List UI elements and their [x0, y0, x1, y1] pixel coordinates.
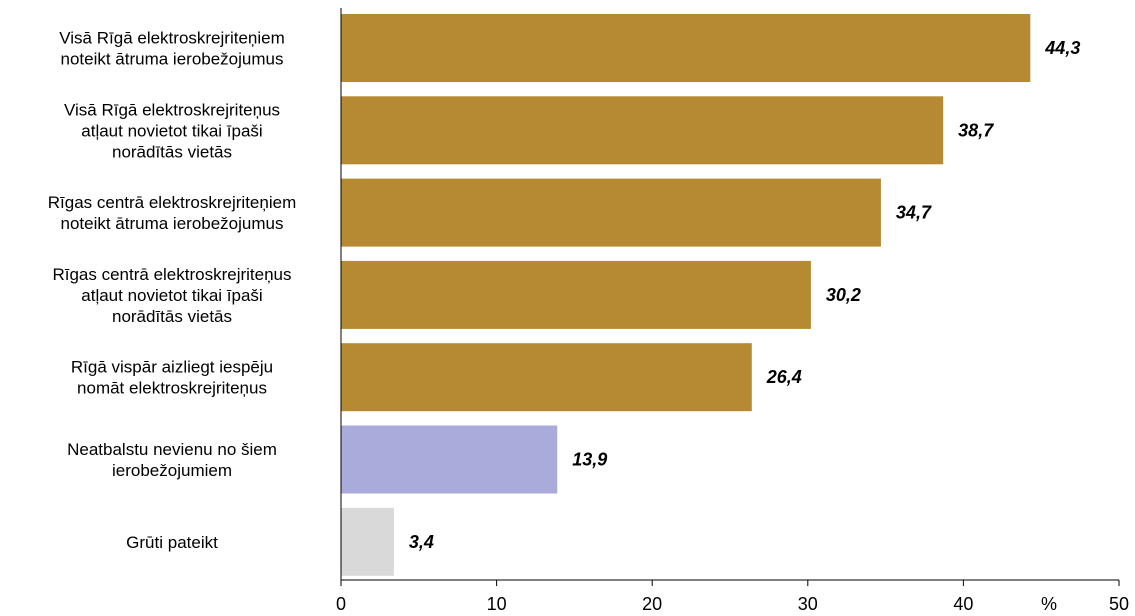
- x-tick-label-1: 10: [487, 594, 507, 614]
- category-labels: Visā Rīgā elektroskrejriteņiem noteikt āt…: [48, 29, 296, 552]
- category-label-1: Visā Rīgā elektroskrejriteņus atļaut novi…: [64, 100, 280, 161]
- bar-1: [341, 96, 944, 165]
- category-label-5: Neatbalstu nevienu no šiem ierobežojumiem: [67, 440, 277, 480]
- category-label-2: Rīgas centrā elektroskrejriteņiem noteikt…: [48, 193, 296, 233]
- value-labels: 44,3 38,7 34,7 30,2 26,4 13,9 3,4: [409, 38, 1080, 552]
- category-label-line: Rīgas centrā elektroskrejriteņiem: [48, 193, 296, 212]
- category-label-line: atļaut novietot tikai īpaši: [81, 286, 262, 305]
- value-label-6: 3,4: [409, 532, 434, 552]
- value-label-2: 34,7: [896, 203, 932, 223]
- category-label-line: ierobežojumiem: [112, 461, 232, 480]
- axes-group: 0 10 20 30 40 50%: [336, 8, 1129, 614]
- category-label-line: Visā Rīgā elektroskrejriteņiem: [59, 29, 285, 48]
- category-label-6: Grūti pateikt: [126, 533, 218, 552]
- category-label-line: atļaut novietot tikai īpaši: [81, 121, 262, 140]
- category-label-4: Rīgā vispār aizliegt iespēju nomāt elektr…: [71, 358, 273, 398]
- category-label-3: Rīgas centrā elektroskrejriteņus atļaut n…: [52, 265, 291, 326]
- bar-6: [341, 507, 394, 576]
- bar-2: [341, 178, 881, 247]
- bar-5: [341, 425, 558, 494]
- category-label-line: Neatbalstu nevienu no šiem: [67, 440, 277, 459]
- category-label-line: Rīgā vispār aizliegt iespēju: [71, 358, 273, 377]
- x-tick-label-3: 30: [798, 594, 818, 614]
- category-label-line: nomāt elektroskrejriteņus: [77, 379, 267, 398]
- x-tick-label-0: 0: [336, 594, 346, 614]
- bar-3: [341, 260, 811, 329]
- x-tick-label-5: 50: [1109, 594, 1129, 614]
- value-label-0: 44,3: [1044, 38, 1080, 58]
- bar-0: [341, 14, 1031, 82]
- value-label-4: 26,4: [766, 367, 802, 387]
- bar-4: [341, 343, 752, 412]
- value-label-5: 13,9: [572, 450, 607, 470]
- category-label-line: norādītās vietās: [112, 142, 232, 161]
- category-label-line: Grūti pateikt: [126, 533, 218, 552]
- value-label-1: 38,7: [958, 120, 994, 140]
- category-label-line: norādītās vietās: [112, 307, 232, 326]
- x-unit-label: %: [1041, 594, 1057, 614]
- category-label-line: Rīgas centrā elektroskrejriteņus: [52, 265, 291, 284]
- category-label-0: Visā Rīgā elektroskrejriteņiem noteikt āt…: [59, 29, 285, 69]
- value-label-3: 30,2: [826, 285, 861, 305]
- category-label-line: noteikt ātruma ierobežojumus: [60, 50, 283, 69]
- category-label-line: Visā Rīgā elektroskrejriteņus: [64, 100, 280, 119]
- x-tick-label-2: 20: [642, 594, 662, 614]
- category-label-line: noteikt ātruma ierobežojumus: [60, 214, 283, 233]
- x-tick-label-4: 40: [953, 594, 973, 614]
- bars-group: [341, 14, 1031, 576]
